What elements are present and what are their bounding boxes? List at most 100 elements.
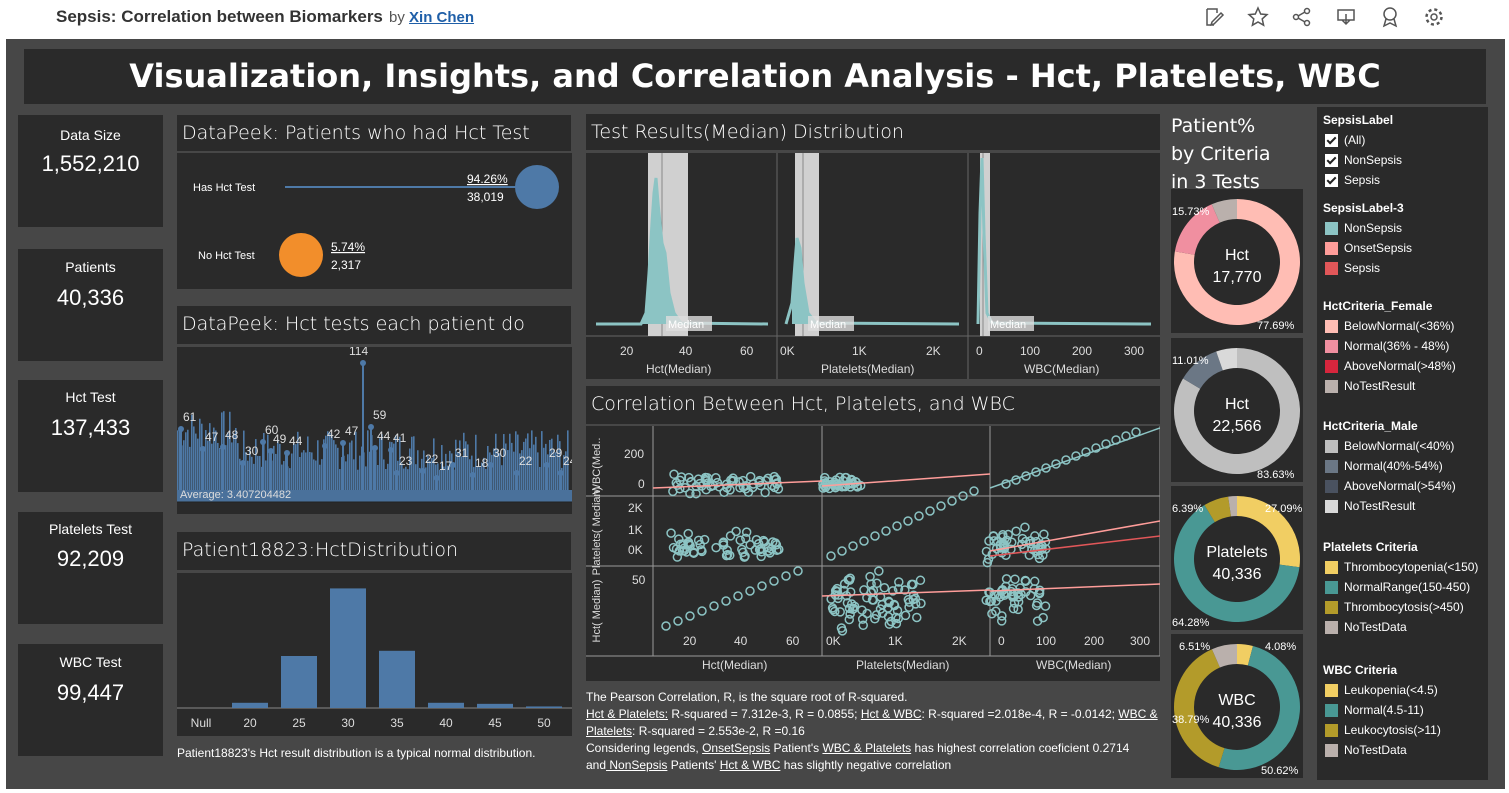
bar[interactable] [289,468,291,490]
peak-mark[interactable] [450,462,456,468]
bar[interactable] [409,448,411,490]
correlation-chart[interactable]: WBC(Med.. Platelets( Median) Hct( Median… [586,426,1161,681]
bar[interactable] [365,466,367,490]
donut-slice[interactable] [1174,505,1300,622]
bar[interactable] [291,453,293,490]
bar[interactable] [557,434,559,490]
peak-mark[interactable] [340,440,346,446]
filter-sepsis[interactable]: Sepsis [1325,173,1380,187]
bar[interactable] [299,457,301,490]
peak-mark[interactable] [322,443,328,449]
note-link[interactable]: WBC & Platelets [586,707,1158,738]
bar[interactable] [509,433,511,490]
peak-mark[interactable] [420,468,426,474]
bar[interactable] [477,466,479,490]
bar[interactable] [215,430,217,490]
legend-item[interactable]: NonSepsis [1325,221,1402,235]
note-link[interactable]: Hct & WBC [719,758,781,772]
bar[interactable] [433,438,435,490]
legend-item[interactable]: NoTestData [1325,743,1407,757]
dist-bar[interactable] [330,588,366,708]
checkbox-icon[interactable] [1325,153,1338,167]
bar[interactable] [377,464,379,490]
bar[interactable] [361,446,363,490]
peak-mark[interactable] [268,448,274,454]
dist-bar[interactable] [526,706,562,708]
bar[interactable] [183,440,185,490]
bar[interactable] [443,466,445,490]
bar[interactable] [493,448,495,490]
bar[interactable] [511,442,513,490]
bar[interactable] [337,447,339,490]
donut-slice[interactable] [1183,351,1223,389]
dist-bar[interactable] [379,650,415,708]
distribution-chart[interactable]: Median 20 40 60 Hct(Median) Median 0K 1K… [586,153,1160,379]
bar[interactable] [525,438,527,490]
has-hct-mark[interactable] [515,165,559,209]
dist-bar[interactable] [281,656,317,708]
datapeek-hct-chart[interactable]: Has Hct Test 94.26% 38,019 No Hct Test 5… [177,153,572,289]
bar[interactable] [497,448,499,490]
bar[interactable] [489,452,491,490]
bar[interactable] [381,434,383,490]
bar[interactable] [255,439,257,490]
bar[interactable] [201,423,203,490]
bar[interactable] [247,460,249,490]
peak-mark[interactable] [220,444,226,450]
bar[interactable] [279,443,281,490]
bar[interactable] [235,427,237,490]
bar[interactable] [469,459,471,490]
peak-mark[interactable] [372,445,378,451]
bar[interactable] [519,453,521,490]
bar[interactable] [327,431,329,490]
donut-slice[interactable] [1237,644,1253,666]
bar[interactable] [317,440,319,490]
bar[interactable] [459,440,461,490]
bar[interactable] [359,455,361,490]
bar[interactable] [389,441,391,490]
dist-bar[interactable] [428,702,464,708]
bar[interactable] [301,452,303,490]
bar[interactable] [335,444,337,490]
note-link[interactable]: WBC & Platelets [822,741,912,755]
bar[interactable] [457,451,459,490]
bar[interactable] [565,451,567,490]
bar[interactable] [225,445,227,490]
bar[interactable] [481,462,483,490]
peak-mark[interactable] [360,360,366,366]
note-link[interactable]: NonSepsis [606,758,668,772]
download-icon[interactable] [1335,6,1357,33]
bar[interactable] [213,427,215,490]
bar[interactable] [523,441,525,490]
bar[interactable] [551,438,553,490]
peak-mark[interactable] [388,447,394,453]
bar[interactable] [543,447,545,490]
bar[interactable] [239,458,241,490]
peak-mark[interactable] [284,450,290,456]
peak-mark[interactable] [394,470,400,476]
bar[interactable] [261,466,263,490]
bar[interactable] [427,455,429,490]
donut-slice[interactable] [1174,204,1220,255]
bar[interactable] [195,433,197,490]
donut-slice[interactable] [1174,649,1225,768]
legend-item[interactable]: NoTestResult [1325,379,1415,393]
bar[interactable] [285,451,287,490]
bar[interactable] [507,450,509,490]
bar[interactable] [431,458,433,490]
bar[interactable] [537,452,539,490]
bar[interactable] [447,465,449,490]
bar[interactable] [227,432,229,490]
bar[interactable] [405,466,407,490]
bar[interactable] [463,432,465,490]
bar[interactable] [355,431,357,490]
bar[interactable] [495,433,497,490]
bar[interactable] [527,433,529,490]
bar[interactable] [293,442,295,490]
bar[interactable] [319,464,321,490]
bar[interactable] [535,436,537,490]
bar[interactable] [555,452,557,490]
bar[interactable] [367,430,369,490]
donut-slice[interactable] [1211,644,1237,668]
bar[interactable] [315,460,317,490]
